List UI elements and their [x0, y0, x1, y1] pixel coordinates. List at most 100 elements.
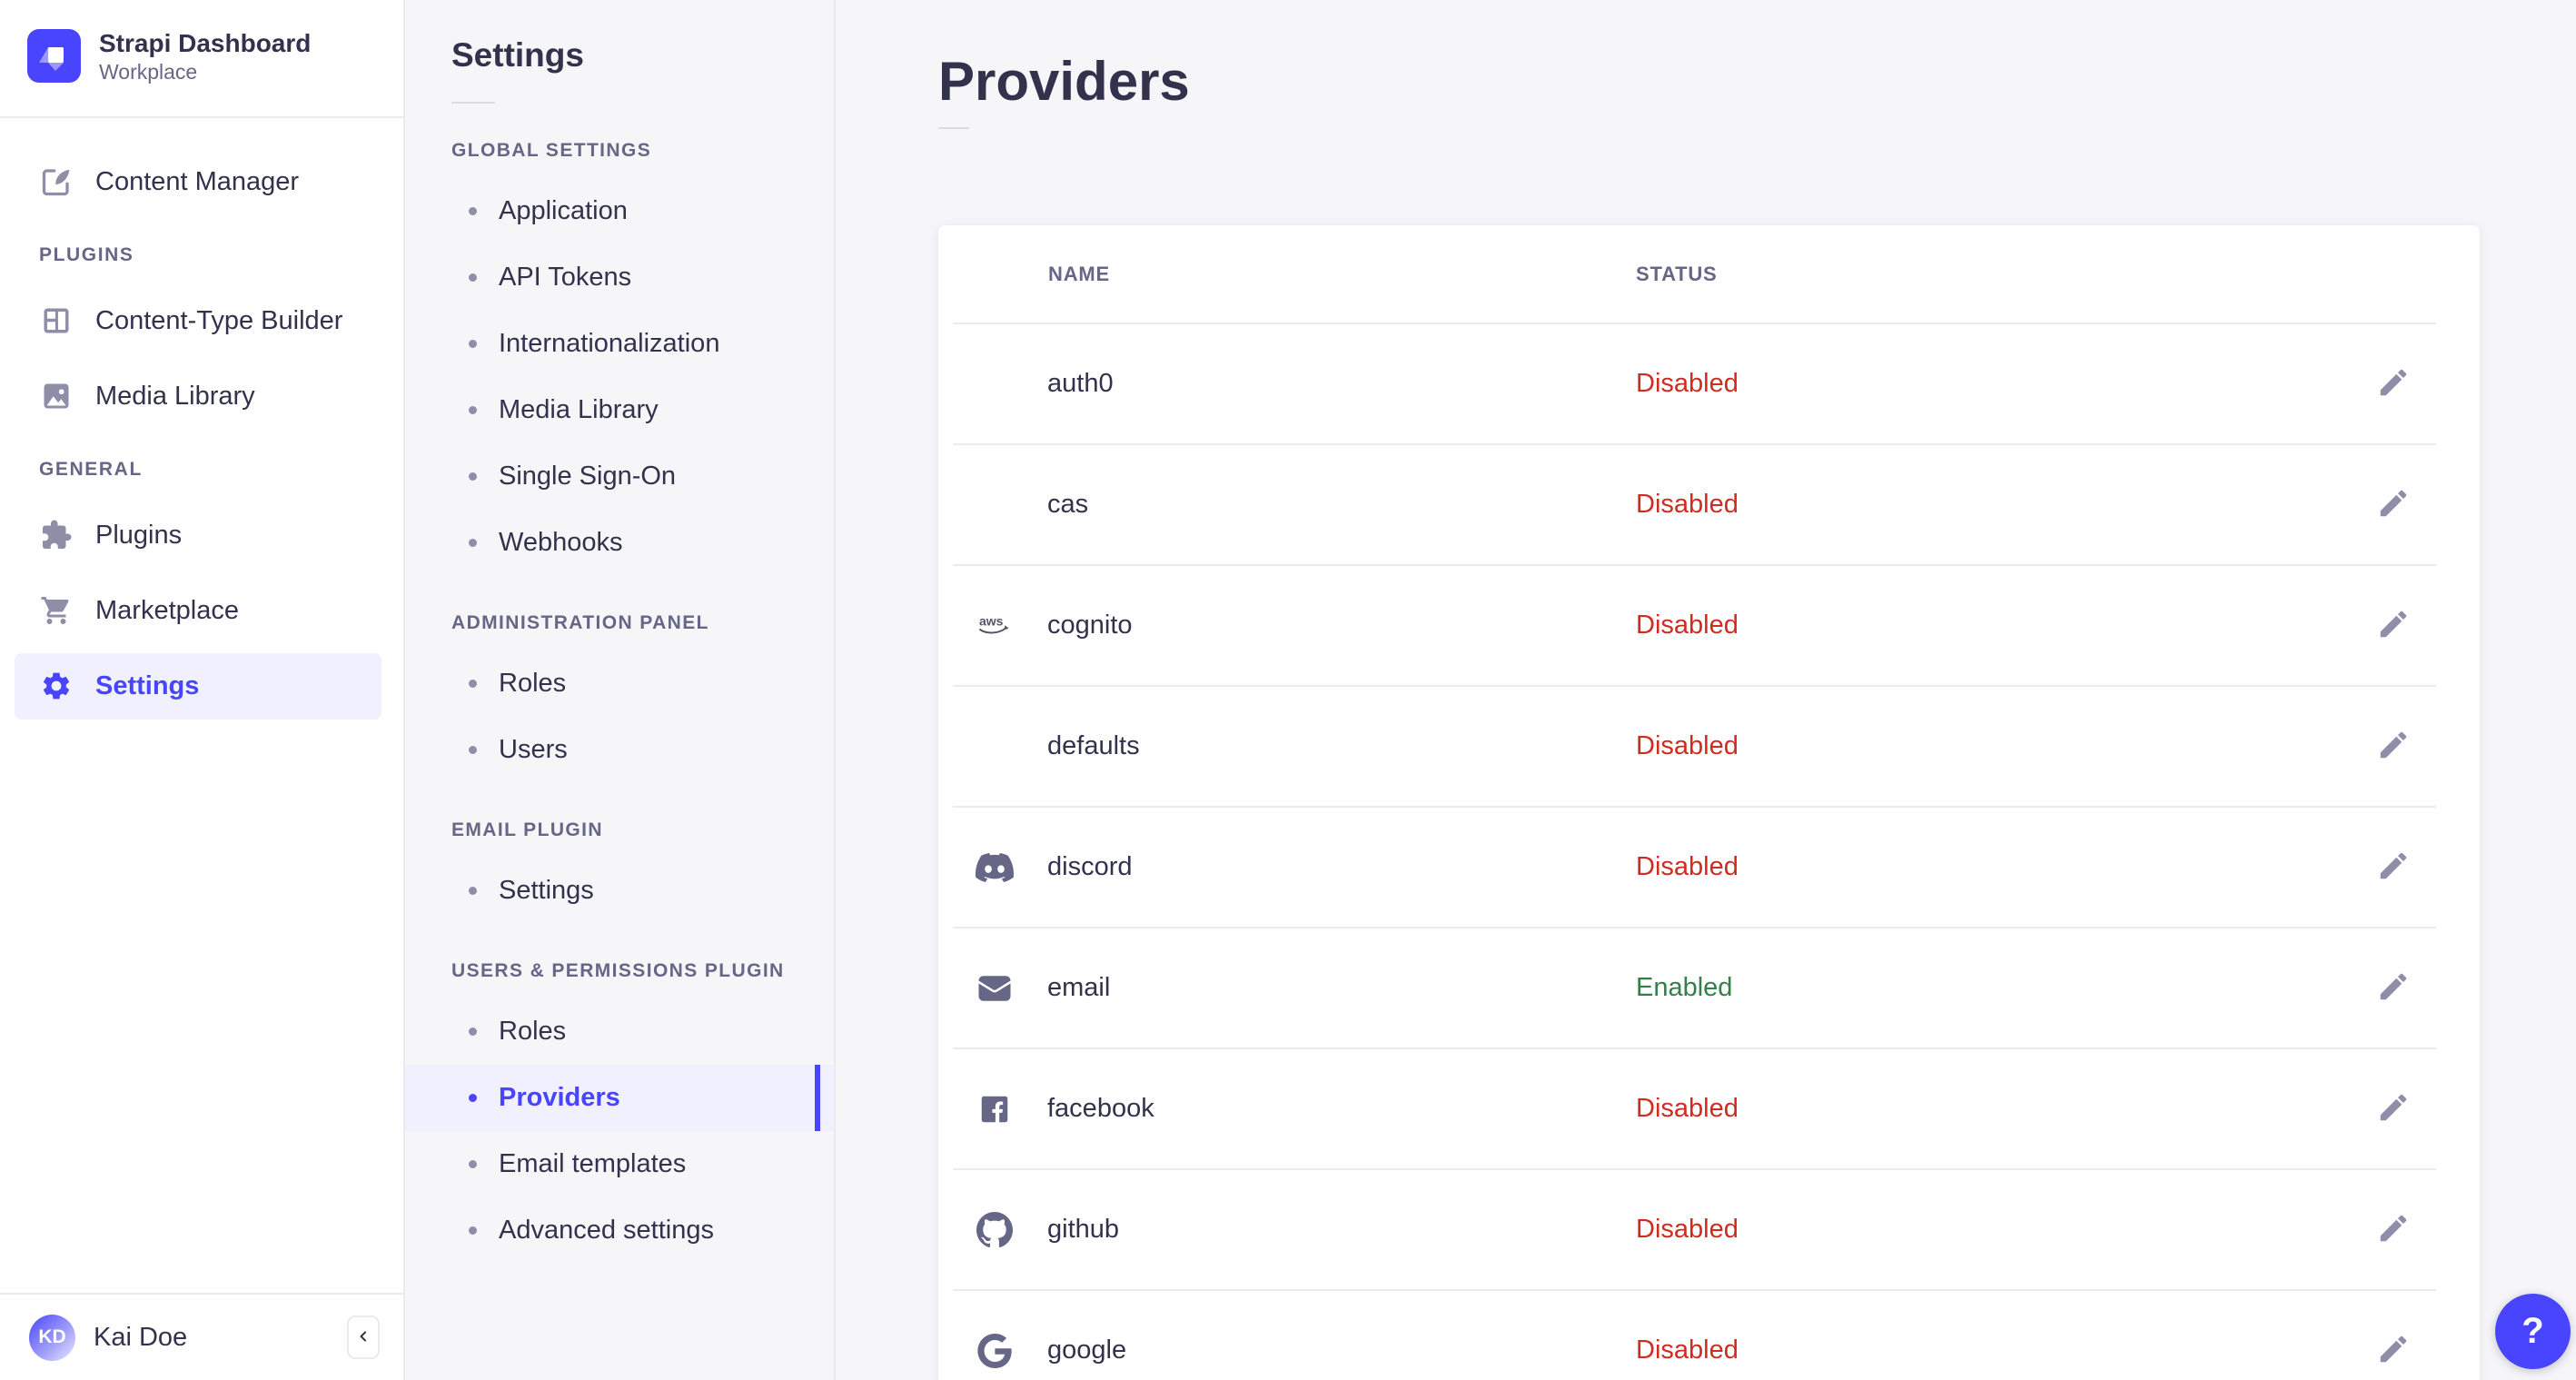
sidebar-item-label: Settings	[95, 670, 200, 700]
avatar: KD	[29, 1314, 75, 1361]
bullet-icon	[469, 472, 477, 481]
table-row-github: github Disabled	[938, 1170, 2480, 1289]
google-icon	[975, 1331, 1015, 1371]
divider	[953, 1168, 2436, 1170]
provider-name: auth0	[1047, 369, 1114, 398]
status-text: Disabled	[1636, 369, 1739, 398]
sidebar-item-label: Content-Type Builder	[95, 305, 343, 335]
settings-nav-item-label: Single Sign-On	[499, 462, 677, 491]
provider-name: discord	[1047, 852, 1133, 881]
column-header-name: NAME	[1048, 262, 1110, 285]
edit-provider-button[interactable]	[2372, 362, 2415, 406]
sidebar-item-plugins[interactable]: Plugins	[15, 502, 381, 569]
pencil-icon	[2376, 1211, 2411, 1248]
workspace-title: Strapi Dashboard	[99, 29, 312, 57]
provider-name: facebook	[1047, 1094, 1154, 1123]
user-name: Kai Doe	[94, 1322, 188, 1352]
provider-name: cas	[1047, 490, 1089, 519]
provider-name: google	[1047, 1335, 1127, 1365]
edit-provider-button[interactable]	[2372, 1329, 2415, 1373]
settings-nav-section-label: ADMINISTRATION PANEL	[451, 612, 709, 633]
settings-nav-section-users-permissions: USERS & PERMISSIONS PLUGIN Roles Provide…	[405, 960, 834, 1264]
provider-icon-empty	[975, 727, 1015, 767]
settings-nav-item-label: Email templates	[499, 1149, 687, 1178]
settings-nav-item-label: API Tokens	[499, 263, 632, 292]
settings-nav-item-providers[interactable]: Providers	[405, 1065, 834, 1131]
settings-nav-item-label: Media Library	[499, 395, 659, 424]
provider-name: email	[1047, 973, 1111, 1002]
settings-nav-item-application[interactable]: Application	[405, 178, 834, 244]
sidebar-item-label: Marketplace	[95, 595, 239, 625]
provider-name: cognito	[1047, 611, 1133, 640]
edit-provider-button[interactable]	[2372, 846, 2415, 889]
table-row-defaults: defaults Disabled	[938, 687, 2480, 806]
sidebar-item-marketplace[interactable]: Marketplace	[15, 578, 381, 644]
provider-name: defaults	[1047, 731, 1140, 760]
status-text: Disabled	[1636, 611, 1739, 640]
sidebar-item-label: Content Manager	[95, 166, 300, 196]
divider	[953, 323, 2436, 324]
settings-nav-section-label: EMAIL PLUGIN	[451, 819, 603, 840]
settings-nav-section-global: GLOBAL SETTINGS Application API Tokens I…	[405, 140, 834, 576]
settings-nav-item-media-library[interactable]: Media Library	[405, 377, 834, 443]
settings-nav-item-label: Application	[499, 196, 628, 225]
settings-nav-item-admin-users[interactable]: Users	[405, 717, 834, 783]
facebook-icon	[975, 1089, 1015, 1129]
settings-nav-item-admin-roles[interactable]: Roles	[405, 650, 834, 717]
pencil-icon	[2376, 365, 2411, 402]
settings-nav-item-label: Internationalization	[499, 329, 720, 358]
settings-nav-item-single-sign-on[interactable]: Single Sign-On	[405, 443, 834, 510]
sidebar-section-plugins: PLUGINS	[39, 243, 134, 265]
settings-nav-item-label: Settings	[499, 876, 594, 905]
settings-nav-title: Settings	[451, 36, 584, 74]
title-divider	[938, 127, 969, 129]
aws-icon: aws	[975, 606, 1015, 646]
sidebar-item-settings[interactable]: Settings	[15, 652, 381, 720]
collapse-sidebar-button[interactable]	[347, 1315, 380, 1359]
sidebar-item-media-library[interactable]: Media Library	[15, 363, 381, 430]
pencil-icon	[2376, 607, 2411, 644]
settings-nav-item-label: Roles	[499, 1017, 567, 1046]
email-icon	[975, 968, 1015, 1008]
sidebar-item-content-type-builder[interactable]: Content-Type Builder	[15, 288, 381, 354]
sidebar-item-label: Plugins	[95, 520, 183, 550]
edit-provider-button[interactable]	[2372, 483, 2415, 527]
settings-nav-section-label: GLOBAL SETTINGS	[451, 140, 652, 161]
bullet-icon	[469, 746, 477, 754]
edit-provider-button[interactable]	[2372, 967, 2415, 1010]
settings-nav-item-email-templates[interactable]: Email templates	[405, 1131, 834, 1197]
settings-subnav: Settings GLOBAL SETTINGS Application API…	[405, 0, 836, 1380]
status-text: Disabled	[1636, 1335, 1739, 1365]
pencil-icon	[2376, 1332, 2411, 1369]
help-button[interactable]: ?	[2495, 1294, 2571, 1369]
status-text: Disabled	[1636, 731, 1739, 760]
chevron-left-icon	[354, 1327, 372, 1348]
table-row-google: google Disabled	[938, 1291, 2480, 1380]
edit-provider-button[interactable]	[2372, 1087, 2415, 1131]
feather-pen-icon	[39, 165, 73, 199]
table-row-discord: discord Disabled	[938, 808, 2480, 927]
table-header-row: NAME STATUS	[938, 225, 2480, 323]
settings-nav-item-label: Advanced settings	[499, 1216, 714, 1245]
column-header-status: STATUS	[1636, 262, 1718, 285]
pencil-icon	[2376, 969, 2411, 1007]
table-row-facebook: facebook Disabled	[938, 1049, 2480, 1168]
settings-nav-item-up-roles[interactable]: Roles	[405, 998, 834, 1065]
settings-nav-section-email-plugin: EMAIL PLUGIN Settings	[405, 819, 834, 924]
edit-provider-button[interactable]	[2372, 1208, 2415, 1252]
settings-nav-item-email-settings[interactable]: Settings	[405, 858, 834, 924]
user-menu[interactable]: KD Kai Doe	[0, 1293, 403, 1380]
provider-icon-empty	[975, 364, 1015, 404]
edit-provider-button[interactable]	[2372, 604, 2415, 648]
settings-nav-item-internationalization[interactable]: Internationalization	[405, 311, 834, 377]
bullet-icon	[469, 680, 477, 688]
picture-icon	[39, 380, 73, 413]
edit-provider-button[interactable]	[2372, 725, 2415, 769]
settings-nav-item-webhooks[interactable]: Webhooks	[405, 510, 834, 576]
bullet-icon	[469, 887, 477, 895]
settings-nav-item-label: Providers	[499, 1083, 620, 1112]
settings-nav-item-advanced-settings[interactable]: Advanced settings	[405, 1197, 834, 1264]
sidebar-item-content-manager[interactable]: Content Manager	[15, 149, 381, 215]
provider-name: github	[1047, 1215, 1120, 1244]
settings-nav-item-api-tokens[interactable]: API Tokens	[405, 244, 834, 311]
